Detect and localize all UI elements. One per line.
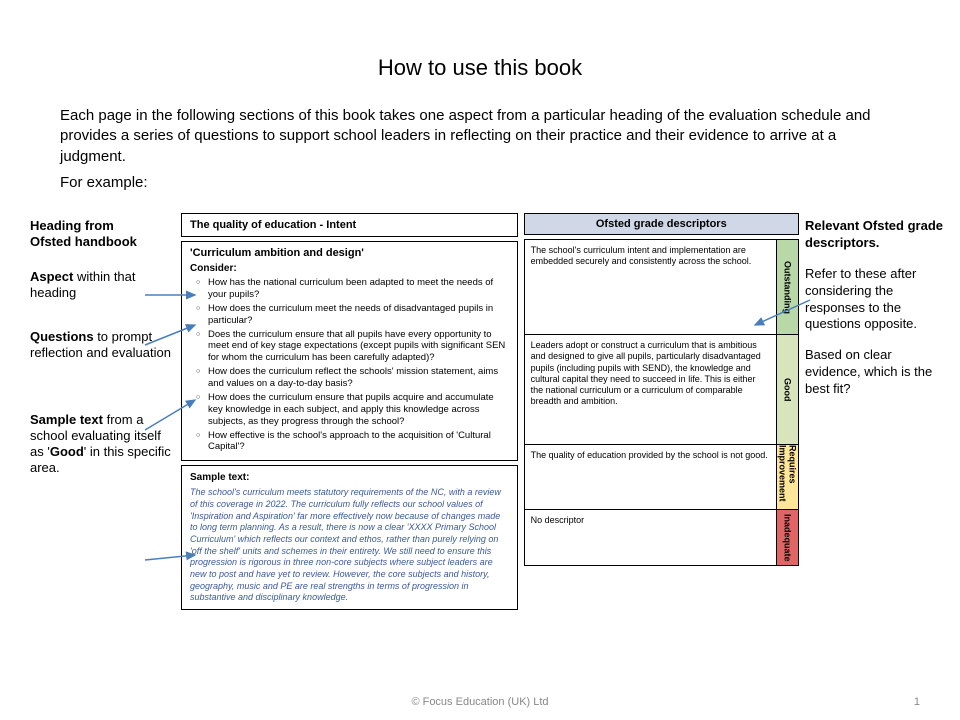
sample-text: The school's curriculum meets statutory …: [190, 487, 501, 602]
sample-text-box: Sample text: The school's curriculum mee…: [181, 465, 518, 610]
question-item: Does the curriculum ensure that all pupi…: [196, 329, 509, 365]
grade-desc: No descriptor: [525, 510, 776, 565]
sample-label: Sample text:: [190, 471, 509, 484]
grade-requires: The quality of education provided by the…: [525, 445, 798, 510]
footer: © Focus Education (UK) Ltd 1: [0, 696, 960, 708]
left-annotations: Heading from Ofsted handbook Aspect with…: [10, 213, 175, 495]
page-number: 1: [914, 696, 920, 708]
example-figure: Heading from Ofsted handbook Aspect with…: [10, 213, 950, 614]
evaluation-column: The quality of education - Intent 'Curri…: [181, 213, 518, 614]
questions-list: How has the national curriculum been ada…: [190, 277, 509, 453]
grade-column: Ofsted grade descriptors The school's cu…: [524, 213, 799, 614]
questions-box: 'Curriculum ambition and design' Conside…: [181, 241, 518, 461]
question-item: How does the curriculum meet the needs o…: [196, 303, 509, 327]
intro-text: Each page in the following sections of t…: [60, 106, 900, 193]
anno-heading: Heading from Ofsted handbook: [30, 218, 175, 251]
grade-inadequate: No descriptor Inadequate: [525, 510, 798, 565]
grade-desc: Leaders adopt or construct a curriculum …: [525, 335, 776, 444]
grade-header: Ofsted grade descriptors: [524, 213, 799, 235]
question-item: How does the curriculum ensure that pupi…: [196, 392, 509, 428]
consider-label: Consider:: [190, 263, 509, 274]
grade-tab: Requires Improvement: [776, 445, 798, 509]
anno-aspect: Aspect within that heading: [30, 269, 175, 302]
aspect-subtitle: 'Curriculum ambition and design': [190, 247, 509, 259]
grade-tab: Good: [776, 335, 798, 444]
right-annotations: Relevant Ofsted grade descriptors. Refer…: [805, 213, 950, 412]
grade-desc: The school's curriculum intent and imple…: [525, 240, 776, 334]
grade-desc: The quality of education provided by the…: [525, 445, 776, 509]
grade-outstanding: The school's curriculum intent and imple…: [525, 240, 798, 335]
question-item: How effective is the school's approach t…: [196, 430, 509, 454]
anno-refer: Refer to these after considering the res…: [805, 266, 945, 334]
grade-tab: Outstanding: [776, 240, 798, 334]
anno-questions: Questions to prompt reflection and evalu…: [30, 329, 175, 362]
intro-p1: Each page in the following sections of t…: [60, 106, 900, 167]
anno-sample: Sample text from a school evaluating its…: [30, 412, 175, 477]
title-box: The quality of education - Intent: [181, 213, 518, 237]
center-figure: The quality of education - Intent 'Curri…: [175, 213, 805, 614]
grade-good: Leaders adopt or construct a curriculum …: [525, 335, 798, 445]
anno-grade-desc: Relevant Ofsted grade descriptors.: [805, 218, 945, 252]
intro-p2: For example:: [60, 173, 900, 193]
grade-tab: Inadequate: [776, 510, 798, 565]
anno-bestfit: Based on clear evidence, which is the be…: [805, 347, 945, 398]
copyright: © Focus Education (UK) Ltd: [0, 696, 960, 708]
question-item: How does the curriculum reflect the scho…: [196, 366, 509, 390]
page-title: How to use this book: [0, 0, 960, 81]
question-item: How has the national curriculum been ada…: [196, 277, 509, 301]
grade-table: The school's curriculum intent and imple…: [524, 239, 799, 566]
